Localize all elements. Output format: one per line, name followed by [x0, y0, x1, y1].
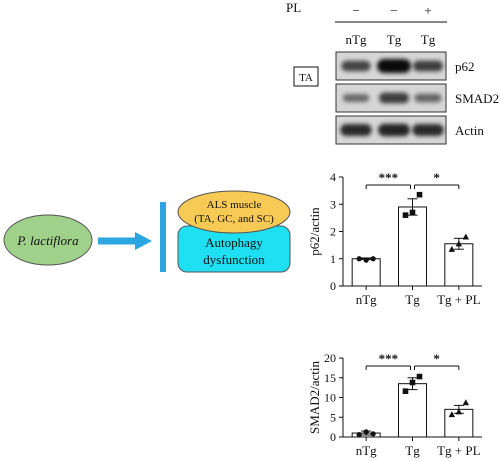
- lane-label-3: Tg: [421, 32, 436, 47]
- blot-band-smad2-1: [342, 94, 370, 102]
- x-tick-label: Tg: [405, 443, 420, 458]
- autophagy-line-2: dysfunction: [203, 252, 265, 267]
- x-tick-label: nTg: [356, 443, 377, 458]
- data-point: [356, 256, 362, 262]
- x-tick-label: Tg + PL: [437, 443, 481, 458]
- data-point: [462, 233, 470, 240]
- significance-label: ***: [379, 170, 399, 185]
- tissue-box: [293, 66, 319, 87]
- y-tick-label: 0: [330, 279, 336, 293]
- data-point: [370, 431, 376, 437]
- data-point: [416, 373, 423, 380]
- significance-label: *: [433, 170, 440, 185]
- blot-band-actin-2: [378, 123, 410, 137]
- data-point: [402, 212, 409, 218]
- data-point: [409, 209, 416, 216]
- plant-label: P. lactiflora: [16, 233, 79, 248]
- data-point: [402, 388, 409, 394]
- y-tick-label: 1: [330, 252, 336, 266]
- data-point: [370, 256, 376, 262]
- blot-band-actin-1: [340, 124, 372, 136]
- inhibit-bar: [160, 202, 166, 272]
- pl-sign-2: −: [390, 3, 397, 18]
- blot-band-smad2-3: [414, 93, 442, 103]
- arrow-head: [135, 232, 152, 250]
- y-axis-label: SMAD2/actin: [307, 361, 322, 434]
- data-point: [448, 411, 456, 418]
- bar-3: [444, 243, 474, 287]
- als-muscle-ellipse: [177, 190, 291, 234]
- pl-sign-1: −: [352, 3, 359, 18]
- data-point: [462, 399, 470, 406]
- y-tick-label: 20: [324, 351, 336, 365]
- tissue-label: TA: [299, 72, 313, 84]
- blot-row-label-smad2: SMAD2: [455, 91, 499, 106]
- x-tick-label: Tg + PL: [437, 292, 481, 307]
- data-point: [363, 429, 369, 435]
- blot-row-label-actin: Actin: [455, 123, 484, 138]
- y-tick-label: 15: [324, 371, 336, 385]
- blot-band-p62-2: [377, 59, 411, 73]
- bar-1: [351, 258, 381, 287]
- blot-band-actin-3: [412, 124, 444, 136]
- x-tick-label: nTg: [356, 292, 377, 307]
- autophagy-line-1: Autophagy: [205, 235, 263, 250]
- data-point: [455, 408, 463, 415]
- y-tick-label: 5: [330, 410, 336, 424]
- significance-label: ***: [379, 351, 399, 366]
- als-muscle-line-2: (TA, GC, and SC): [194, 213, 274, 225]
- y-tick-label: 10: [324, 391, 336, 405]
- blot-band-smad2-2: [379, 92, 409, 104]
- y-tick-label: 4: [330, 170, 336, 184]
- pl-label: PL: [286, 0, 301, 15]
- lane-label-2: Tg: [387, 32, 402, 47]
- x-tick-label: Tg: [405, 292, 420, 307]
- data-point: [416, 191, 423, 198]
- y-tick-label: 3: [330, 197, 336, 211]
- data-point: [409, 379, 416, 386]
- lane-label-1: nTg: [346, 32, 367, 47]
- data-point: [356, 432, 362, 438]
- blot-band-p62-1: [341, 60, 371, 72]
- bar-2: [398, 206, 427, 287]
- western-blot: PL − − + nTg Tg Tg TA p62 SMAD2 Actin: [286, 0, 499, 145]
- data-point: [455, 240, 463, 247]
- y-tick-label: 2: [330, 225, 336, 239]
- schematic: P. lactiflora Autophagy dysfunction ALS …: [3, 190, 291, 273]
- pl-sign-3: +: [424, 3, 431, 18]
- blot-band-p62-3: [413, 60, 443, 72]
- y-axis-label: p62/actin: [307, 207, 322, 256]
- y-tick-label: 0: [330, 430, 336, 444]
- significance-label: *: [433, 351, 440, 366]
- plant-ellipse: [3, 214, 93, 266]
- data-point: [363, 257, 369, 263]
- als-muscle-line-1: ALS muscle: [207, 199, 262, 211]
- data-point: [448, 245, 456, 252]
- blot-row-label-p62: p62: [455, 59, 475, 74]
